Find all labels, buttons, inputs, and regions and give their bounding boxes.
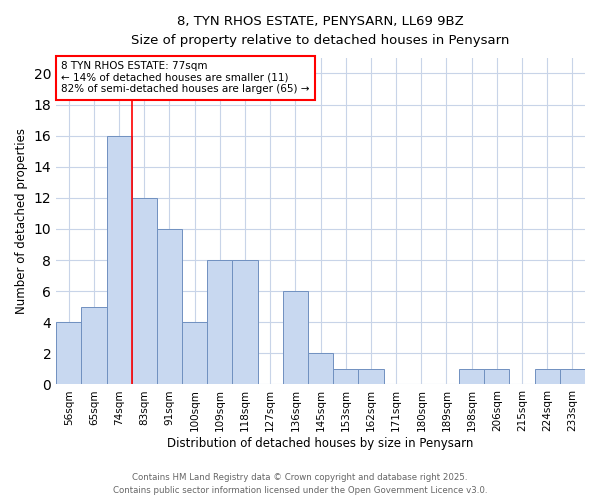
- Title: 8, TYN RHOS ESTATE, PENYSARN, LL69 9BZ
Size of property relative to detached hou: 8, TYN RHOS ESTATE, PENYSARN, LL69 9BZ S…: [131, 15, 510, 47]
- Bar: [132, 198, 157, 384]
- Bar: [107, 136, 132, 384]
- Bar: [459, 369, 484, 384]
- Bar: [232, 260, 257, 384]
- Bar: [308, 354, 333, 384]
- Text: 8 TYN RHOS ESTATE: 77sqm
← 14% of detached houses are smaller (11)
82% of semi-d: 8 TYN RHOS ESTATE: 77sqm ← 14% of detach…: [61, 61, 310, 94]
- Bar: [157, 229, 182, 384]
- Bar: [535, 369, 560, 384]
- Bar: [560, 369, 585, 384]
- Bar: [56, 322, 82, 384]
- Bar: [283, 291, 308, 384]
- Bar: [207, 260, 232, 384]
- Bar: [182, 322, 207, 384]
- X-axis label: Distribution of detached houses by size in Penysarn: Distribution of detached houses by size …: [167, 437, 474, 450]
- Bar: [484, 369, 509, 384]
- Text: Contains HM Land Registry data © Crown copyright and database right 2025.
Contai: Contains HM Land Registry data © Crown c…: [113, 474, 487, 495]
- Bar: [82, 306, 107, 384]
- Y-axis label: Number of detached properties: Number of detached properties: [15, 128, 28, 314]
- Bar: [333, 369, 358, 384]
- Bar: [358, 369, 383, 384]
